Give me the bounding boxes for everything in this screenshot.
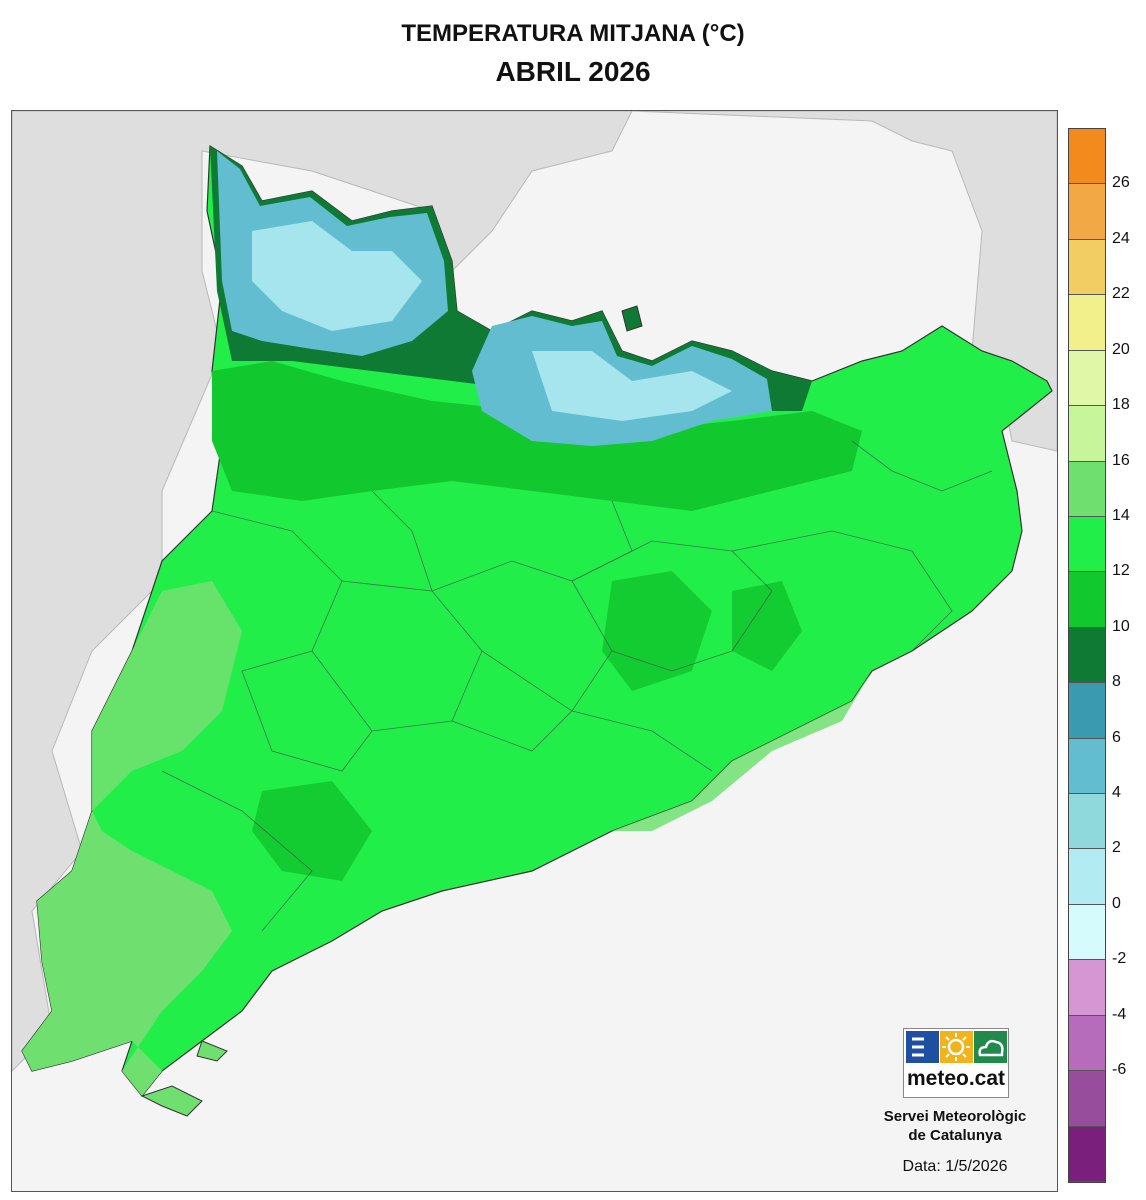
legend-tick-label: 2 xyxy=(1112,839,1121,857)
cool-zone-central xyxy=(602,571,712,691)
organization-name-line1: Servei Meteorològic xyxy=(883,1108,1027,1125)
legend-swatch xyxy=(1069,904,1105,961)
legend-swatch xyxy=(1069,738,1105,795)
legend-swatch xyxy=(1069,516,1105,573)
ebro-delta-north xyxy=(196,1040,228,1062)
map-title: TEMPERATURA MITJANA (°C) xyxy=(401,20,745,47)
legend-tick-label: -4 xyxy=(1112,1005,1127,1023)
legend-swatch xyxy=(1069,849,1105,905)
meteocat-logo: meteo.cat xyxy=(903,1028,1009,1098)
waves-icon xyxy=(906,1031,939,1063)
legend-tick-label: 14 xyxy=(1112,506,1130,524)
legend-swatch xyxy=(1069,1071,1105,1127)
cool-zone-montseny xyxy=(732,581,802,671)
legend-tick-label: -6 xyxy=(1112,1061,1127,1079)
legend-tick-label: 22 xyxy=(1112,285,1130,303)
lake-pyrenees xyxy=(621,305,643,332)
legend-swatch xyxy=(1069,461,1105,517)
very-cold-peaks-east xyxy=(532,351,732,421)
legend-swatch xyxy=(1069,350,1105,407)
legend-tick-label: 20 xyxy=(1112,340,1130,358)
warm-zone-southwest xyxy=(22,811,232,1096)
temperature-map xyxy=(12,111,1057,1191)
legend-tick-label: 8 xyxy=(1112,673,1121,691)
very-cold-peaks xyxy=(252,221,422,331)
legend-swatch xyxy=(1069,683,1105,739)
legend-swatch xyxy=(1069,406,1105,462)
legend-tick-label: 0 xyxy=(1112,894,1121,912)
ebro-delta xyxy=(140,1085,203,1117)
map-frame xyxy=(11,110,1058,1192)
legend-swatch xyxy=(1069,794,1105,850)
legend-swatch xyxy=(1069,1015,1105,1072)
legend-tick-label: 4 xyxy=(1112,784,1121,802)
legend-tick-label: 16 xyxy=(1112,451,1130,469)
legend-tick-label: 18 xyxy=(1112,396,1130,414)
map-date: Data: 1/5/2026 xyxy=(902,1158,1008,1175)
color-legend xyxy=(1068,128,1106,1183)
cloud-icon xyxy=(974,1031,1007,1063)
legend-swatch xyxy=(1069,960,1105,1016)
comarca-borders xyxy=(161,440,993,932)
warm-zone-west xyxy=(92,581,242,811)
legend-swatch xyxy=(1069,129,1105,185)
legend-swatch xyxy=(1069,239,1105,296)
cool-zone-south xyxy=(252,781,372,881)
legend-tick-label: 26 xyxy=(1112,174,1130,192)
legend-swatch xyxy=(1069,572,1105,628)
legend-swatch xyxy=(1069,1126,1105,1182)
legend-tick-label: 12 xyxy=(1112,562,1130,580)
sun-icon xyxy=(940,1031,973,1063)
legend-swatch xyxy=(1069,184,1105,240)
legend-tick-label: 10 xyxy=(1112,617,1130,635)
legend-swatch xyxy=(1069,627,1105,684)
legend-swatch xyxy=(1069,295,1105,351)
logo-text: meteo.cat xyxy=(906,1067,1006,1090)
legend-tick-label: 6 xyxy=(1112,728,1121,746)
map-subtitle: ABRIL 2026 xyxy=(495,56,651,87)
organization-name-line2: de Catalunya xyxy=(908,1127,1002,1144)
legend-tick-label: -2 xyxy=(1112,950,1127,968)
legend-tick-label: 24 xyxy=(1112,229,1130,247)
